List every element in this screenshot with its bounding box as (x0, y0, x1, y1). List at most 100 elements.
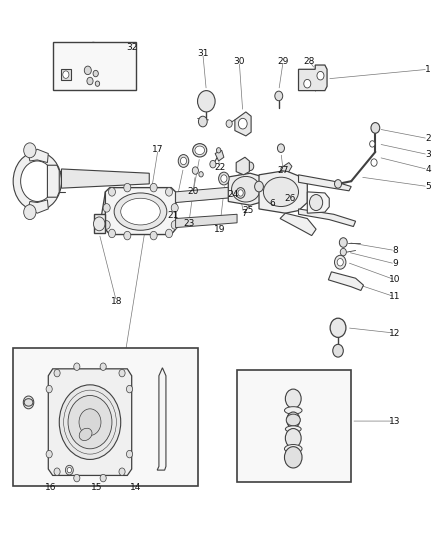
Text: 8: 8 (391, 246, 397, 255)
Circle shape (93, 70, 98, 77)
Circle shape (46, 450, 52, 458)
Circle shape (65, 465, 73, 475)
Circle shape (209, 160, 215, 168)
Circle shape (24, 205, 36, 220)
Text: R
T
V: R T V (159, 403, 165, 433)
Text: 19: 19 (213, 225, 225, 233)
Circle shape (316, 71, 323, 80)
Circle shape (100, 474, 106, 482)
Text: 17: 17 (152, 145, 163, 154)
Circle shape (108, 229, 115, 238)
Polygon shape (61, 169, 149, 188)
Circle shape (226, 120, 232, 127)
Circle shape (95, 81, 99, 86)
Text: 30: 30 (233, 57, 244, 66)
Text: 25: 25 (242, 206, 253, 215)
Polygon shape (48, 369, 131, 475)
Text: 4: 4 (424, 165, 430, 174)
Polygon shape (258, 171, 307, 213)
Text: 11: 11 (389, 293, 400, 301)
Polygon shape (157, 368, 166, 470)
Text: 32: 32 (126, 44, 137, 52)
Polygon shape (236, 157, 249, 175)
Circle shape (87, 77, 93, 85)
Ellipse shape (24, 399, 33, 406)
Circle shape (67, 467, 71, 473)
Ellipse shape (263, 177, 298, 207)
Circle shape (180, 157, 186, 165)
Circle shape (103, 221, 110, 229)
Ellipse shape (114, 193, 166, 230)
Circle shape (54, 468, 60, 475)
Ellipse shape (284, 445, 301, 453)
Ellipse shape (194, 146, 204, 155)
Ellipse shape (284, 407, 301, 414)
Circle shape (286, 412, 299, 428)
Circle shape (220, 175, 226, 182)
Circle shape (171, 204, 178, 212)
Circle shape (124, 183, 131, 192)
Polygon shape (298, 65, 326, 91)
Ellipse shape (286, 414, 300, 426)
Circle shape (46, 385, 52, 393)
Circle shape (119, 369, 125, 377)
Circle shape (218, 172, 229, 185)
Polygon shape (28, 200, 48, 213)
Circle shape (23, 396, 34, 409)
Polygon shape (328, 272, 363, 290)
Circle shape (126, 385, 132, 393)
Circle shape (370, 159, 376, 166)
Circle shape (84, 66, 91, 75)
Circle shape (192, 167, 198, 174)
Text: 14: 14 (130, 483, 141, 492)
Polygon shape (298, 209, 355, 227)
Text: 13: 13 (389, 417, 400, 425)
Circle shape (334, 180, 341, 188)
Text: 16: 16 (45, 483, 56, 492)
Circle shape (74, 363, 80, 370)
Circle shape (13, 152, 61, 211)
Circle shape (54, 369, 60, 377)
Circle shape (165, 188, 172, 196)
Circle shape (171, 221, 178, 229)
Text: 29: 29 (277, 57, 288, 66)
Circle shape (284, 447, 301, 468)
Polygon shape (105, 188, 175, 235)
Circle shape (198, 172, 203, 177)
Ellipse shape (120, 198, 160, 225)
Circle shape (329, 318, 345, 337)
Text: 28: 28 (303, 57, 314, 66)
Circle shape (285, 389, 300, 408)
Circle shape (332, 344, 343, 357)
Text: 20: 20 (187, 188, 198, 196)
Circle shape (108, 188, 115, 196)
Circle shape (59, 385, 120, 459)
Circle shape (336, 259, 343, 266)
Polygon shape (101, 192, 175, 224)
Text: 24: 24 (226, 190, 238, 199)
Circle shape (63, 71, 69, 78)
Circle shape (93, 217, 105, 231)
Circle shape (216, 148, 220, 153)
Circle shape (369, 141, 374, 147)
Text: 22: 22 (213, 164, 225, 172)
Circle shape (277, 144, 284, 152)
Polygon shape (307, 192, 328, 213)
Text: 10: 10 (389, 276, 400, 284)
Circle shape (238, 118, 247, 129)
Text: 21: 21 (167, 212, 179, 220)
Circle shape (21, 161, 54, 201)
Ellipse shape (285, 426, 300, 432)
Polygon shape (175, 187, 237, 203)
Text: 7: 7 (240, 209, 246, 217)
Circle shape (285, 429, 300, 448)
Polygon shape (47, 165, 59, 197)
Text: 9: 9 (391, 260, 397, 268)
Circle shape (339, 248, 346, 256)
Circle shape (150, 231, 157, 240)
Circle shape (246, 162, 253, 171)
Circle shape (309, 195, 322, 211)
Circle shape (370, 123, 379, 133)
Ellipse shape (231, 176, 260, 202)
Circle shape (124, 231, 131, 240)
